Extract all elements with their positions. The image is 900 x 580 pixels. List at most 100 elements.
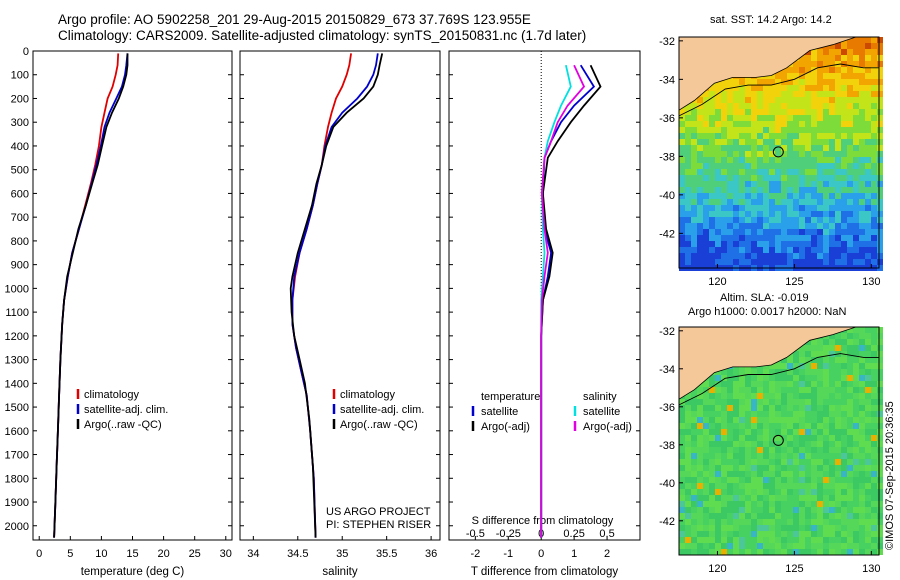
sst-map-cell bbox=[715, 175, 721, 181]
depth-tick-label: 1400 bbox=[5, 378, 29, 390]
sst-map-cell bbox=[835, 79, 841, 85]
sst-map-cell bbox=[715, 115, 721, 121]
sla-map-cell bbox=[847, 405, 853, 411]
sla-map-cell bbox=[793, 387, 799, 393]
sla-map-cell bbox=[811, 453, 817, 459]
sst-map-cell bbox=[805, 103, 811, 109]
sst-map-cell bbox=[823, 49, 829, 55]
sst-map-cell bbox=[847, 61, 853, 67]
sla-map-cell bbox=[793, 459, 799, 465]
sst-map-cell bbox=[727, 169, 733, 175]
sst-map-cell bbox=[805, 223, 811, 229]
sla-map-cell bbox=[847, 513, 853, 519]
sst-map-cell bbox=[745, 145, 751, 151]
sla-map-cell bbox=[799, 351, 805, 357]
sla-map-cell bbox=[727, 447, 733, 453]
sla-map-cell bbox=[775, 399, 781, 405]
sla-map-cell bbox=[685, 489, 691, 495]
sla-map-cell bbox=[733, 471, 739, 477]
sla-map-cell bbox=[805, 453, 811, 459]
sla-map-cell bbox=[805, 447, 811, 453]
sla-map-cell bbox=[811, 489, 817, 495]
sst-map-cell bbox=[757, 151, 763, 157]
sst-map-cell bbox=[781, 193, 787, 199]
sla-map-cell bbox=[799, 471, 805, 477]
sst-map-cell bbox=[709, 115, 715, 121]
sst-map-cell bbox=[847, 49, 853, 55]
sla-map-cell bbox=[769, 465, 775, 471]
sst-map-cell bbox=[787, 151, 793, 157]
sst-map-cell bbox=[787, 91, 793, 97]
sst-map-cell bbox=[847, 121, 853, 127]
sst-map-cell bbox=[775, 205, 781, 211]
sst-map-cell bbox=[859, 175, 865, 181]
sst-map-cell bbox=[823, 103, 829, 109]
sla-map-cell bbox=[745, 399, 751, 405]
sst-map-cell bbox=[823, 91, 829, 97]
sst-map-cell bbox=[769, 217, 775, 223]
sst-map-cell bbox=[799, 205, 805, 211]
sst-map-cell bbox=[703, 91, 709, 97]
sst-map-cell bbox=[781, 109, 787, 115]
sla-map-cell bbox=[691, 477, 697, 483]
sst-map-cell bbox=[805, 205, 811, 211]
sla-map-cell bbox=[829, 351, 835, 357]
sst-map-cell bbox=[715, 85, 721, 91]
sla-map-cell bbox=[715, 381, 721, 387]
sst-map-cell bbox=[721, 223, 727, 229]
sla-map-cell bbox=[871, 363, 877, 369]
sst-map-cell bbox=[871, 139, 877, 145]
sla-map-cell bbox=[763, 393, 769, 399]
sst-map-cell bbox=[799, 247, 805, 253]
sla-map-cell bbox=[769, 375, 775, 381]
sst-map-cell bbox=[877, 223, 883, 229]
sla-map-cell bbox=[793, 465, 799, 471]
sla-map-cell bbox=[847, 399, 853, 405]
sst-map-cell bbox=[697, 235, 703, 241]
sla-map-cell bbox=[769, 471, 775, 477]
sla-map-cell bbox=[733, 507, 739, 513]
sla-map-cell bbox=[847, 519, 853, 525]
sst-map-cell bbox=[829, 205, 835, 211]
sla-map-cell bbox=[775, 465, 781, 471]
sla-map-cell bbox=[841, 531, 847, 537]
sst-map-cell bbox=[841, 247, 847, 253]
sla-map-cell bbox=[859, 429, 865, 435]
sla-map-cell bbox=[787, 513, 793, 519]
sst-map-cell bbox=[685, 187, 691, 193]
sla-map-cell bbox=[715, 453, 721, 459]
sla-map-cell bbox=[787, 375, 793, 381]
sla-map-cell bbox=[799, 429, 805, 435]
sla-map-cell bbox=[763, 525, 769, 531]
sla-map-cell bbox=[823, 417, 829, 423]
sla-map-cell bbox=[691, 519, 697, 525]
sla-map-cell bbox=[727, 471, 733, 477]
sla-map-cell bbox=[769, 483, 775, 489]
sla-map-cell bbox=[823, 471, 829, 477]
sla-map-cell bbox=[793, 369, 799, 375]
sst-map-cell bbox=[781, 97, 787, 103]
sst-map-cell bbox=[865, 67, 871, 73]
sst-map-cell bbox=[793, 145, 799, 151]
sla-map-cell bbox=[877, 399, 883, 405]
sla-map-cell bbox=[769, 453, 775, 459]
sla-map-cell bbox=[733, 525, 739, 531]
sla-map-cell bbox=[823, 387, 829, 393]
sst-map-cell bbox=[835, 115, 841, 121]
sst-map-cell bbox=[847, 85, 853, 91]
sst-map-cell bbox=[721, 211, 727, 217]
sst-map-cell bbox=[793, 109, 799, 115]
sst-map-cell bbox=[829, 103, 835, 109]
salinity-profile-xtick-label: 36 bbox=[425, 548, 437, 560]
sla-map-cell bbox=[685, 495, 691, 501]
sla-map-ytick-label: -36 bbox=[659, 402, 675, 414]
sst-map-cell bbox=[835, 193, 841, 199]
sst-map-cell bbox=[841, 175, 847, 181]
sst-map-cell bbox=[733, 97, 739, 103]
sst-map-cell bbox=[763, 151, 769, 157]
sst-map-cell bbox=[853, 91, 859, 97]
sst-map-cell bbox=[829, 253, 835, 259]
sst-map-cell bbox=[733, 79, 739, 85]
sst-map-cell bbox=[805, 175, 811, 181]
sla-map-cell bbox=[817, 351, 823, 357]
